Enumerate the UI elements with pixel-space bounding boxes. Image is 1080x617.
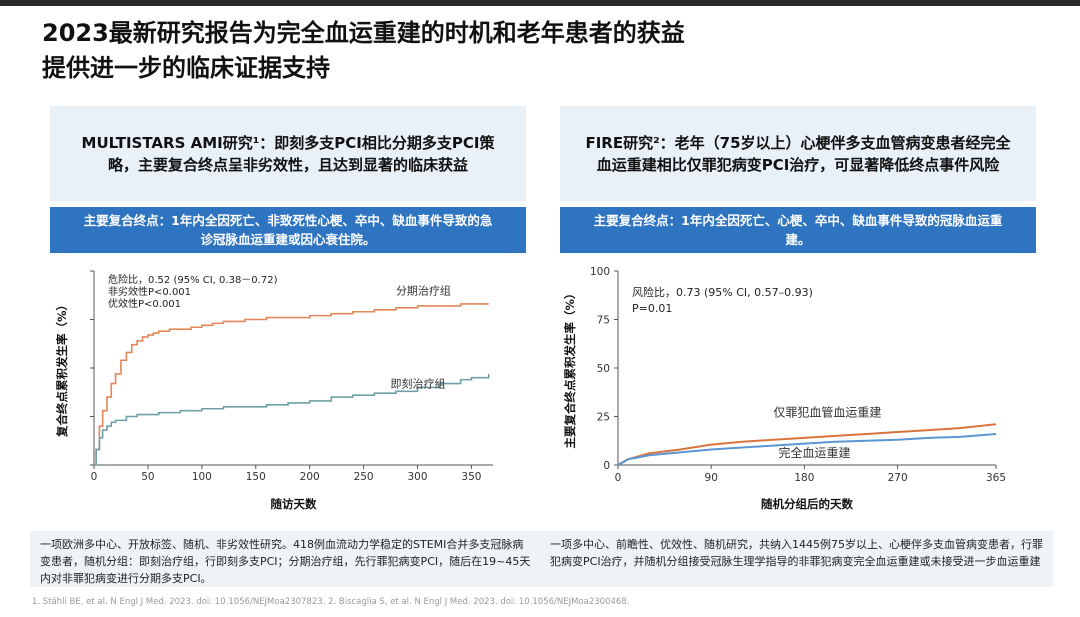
x-tick-label: 50 [141, 471, 154, 483]
series-label: 分期治疗组 [396, 283, 451, 297]
stat-annotation: 风险比，0.73 (95% CI, 0.57–0.93) [632, 285, 813, 299]
top-bar [0, 0, 1080, 6]
series-label: 仅罪犯血管血运重建 [773, 405, 881, 420]
stat-annotation: 非劣效性P<0.001 [108, 285, 191, 298]
x-tick-label: 365 [986, 472, 1006, 484]
multistars-endpoint-text: 主要复合终点：1年内全因死亡、非致死性心梗、卒中、缺血事件导致的急诊冠脉血运重建… [83, 213, 493, 247]
series-line [94, 303, 489, 466]
x-axis-label: 随机分组后的天数 [761, 497, 853, 511]
multistars-chart: 0 50 100 150 200 250 300 350 随访天数 复合终点累积发生率（%） 危险比… [50, 253, 526, 521]
y-tick-label: 75 [597, 315, 610, 327]
x-tick-label: 350 [461, 471, 481, 483]
series-label: 即刻治疗组 [391, 376, 446, 390]
x-tick-label: 90 [705, 472, 718, 484]
y-axis-label: 主要复合终点累积发生率（%） [563, 287, 577, 448]
multistars-header-text: MULTISTARS AMI研究¹：即刻多支PCI相比分期多支PCI策略，主要复… [81, 133, 495, 174]
x-tick-label: 300 [407, 471, 427, 483]
series-line [617, 423, 997, 466]
y-tick-label: 100 [590, 266, 610, 278]
fire-chart: 0 25 50 75 100 0 90 180 270 365 随机分组后的天数 主要复合终点累积发生… [560, 253, 1036, 521]
fire-footer: 一项多中心、前瞻性、优效性、随机研究，共纳入1445例75岁以上、心梗伴多支血管… [540, 531, 1053, 587]
series-line [94, 373, 490, 466]
y-tick-label: 0 [603, 460, 610, 472]
stat-annotation: 优效性P<0.001 [108, 297, 181, 310]
multistars-footer-text: 一项欧洲多中心、开放标签、随机、非劣效性研究。418例血流动力学稳定的STEMI… [40, 538, 531, 585]
fire-endpoint-text: 主要复合终点：1年内全因死亡、心梗、卒中、缺血事件导致的冠脉血运重建。 [593, 213, 1003, 247]
page-title: 2023最新研究报告为完全血运重建的时机和老年患者的获益 提供进一步的临床证据支… [42, 16, 685, 86]
fire-chart-svg: 0 25 50 75 100 0 90 180 270 365 随机分组后的天数 主要复合终点累积发生… [563, 266, 1006, 511]
references: 1. Stähli BE, et al. N Engl J Med. 2023.… [32, 597, 630, 607]
multistars-footer: 一项欧洲多中心、开放标签、随机、非劣效性研究。418例血流动力学稳定的STEMI… [30, 531, 543, 587]
x-tick-label: 200 [300, 471, 320, 483]
fire-endpoint-bar: 主要复合终点：1年内全因死亡、心梗、卒中、缺血事件导致的冠脉血运重建。 [560, 207, 1036, 253]
stat-annotation: 危险比，0.52 (95% CI, 0.38－0.72) [108, 273, 278, 286]
y-tick-label: 50 [597, 363, 610, 375]
x-tick-label: 180 [794, 472, 814, 484]
stat-annotation: P=0.01 [632, 302, 672, 315]
x-tick-label: 270 [888, 472, 908, 484]
x-tick-label: 0 [615, 472, 622, 484]
page-title-line1: 2023最新研究报告为完全血运重建的时机和老年患者的获益 [42, 19, 685, 47]
x-axis-label: 随访天数 [271, 497, 317, 511]
y-tick-label: 25 [597, 412, 610, 424]
fire-header: FIRE研究²：老年（75岁以上）心梗伴多支血管病变患者经完全血运重建相比仅罪犯… [560, 106, 1036, 201]
fire-header-text: FIRE研究²：老年（75岁以上）心梗伴多支血管病变患者经完全血运重建相比仅罪犯… [585, 133, 1011, 174]
multistars-header: MULTISTARS AMI研究¹：即刻多支PCI相比分期多支PCI策略，主要复… [50, 106, 526, 201]
series-label: 完全血运重建 [779, 445, 851, 460]
fire-footer-text: 一项多中心、前瞻性、优效性、随机研究，共纳入1445例75岁以上、心梗伴多支血管… [550, 538, 1043, 568]
y-axis-label: 复合终点累积发生率（%） [55, 299, 69, 438]
multistars-chart-svg: 0 50 100 150 200 250 300 350 随访天数 复合终点累积发生率（%） 危险比… [55, 270, 493, 511]
multistars-panel: MULTISTARS AMI研究¹：即刻多支PCI相比分期多支PCI策略，主要复… [30, 103, 543, 587]
fire-panel: FIRE研究²：老年（75岁以上）心梗伴多支血管病变患者经完全血运重建相比仅罪犯… [540, 103, 1053, 587]
series-line [617, 432, 997, 466]
multistars-endpoint-bar: 主要复合终点：1年内全因死亡、非致死性心梗、卒中、缺血事件导致的急诊冠脉血运重建… [50, 207, 526, 253]
x-tick-label: 0 [91, 471, 98, 483]
x-tick-label: 100 [192, 471, 212, 483]
x-tick-label: 150 [246, 471, 266, 483]
x-tick-label: 250 [354, 471, 374, 483]
page-title-line2: 提供进一步的临床证据支持 [42, 54, 330, 82]
